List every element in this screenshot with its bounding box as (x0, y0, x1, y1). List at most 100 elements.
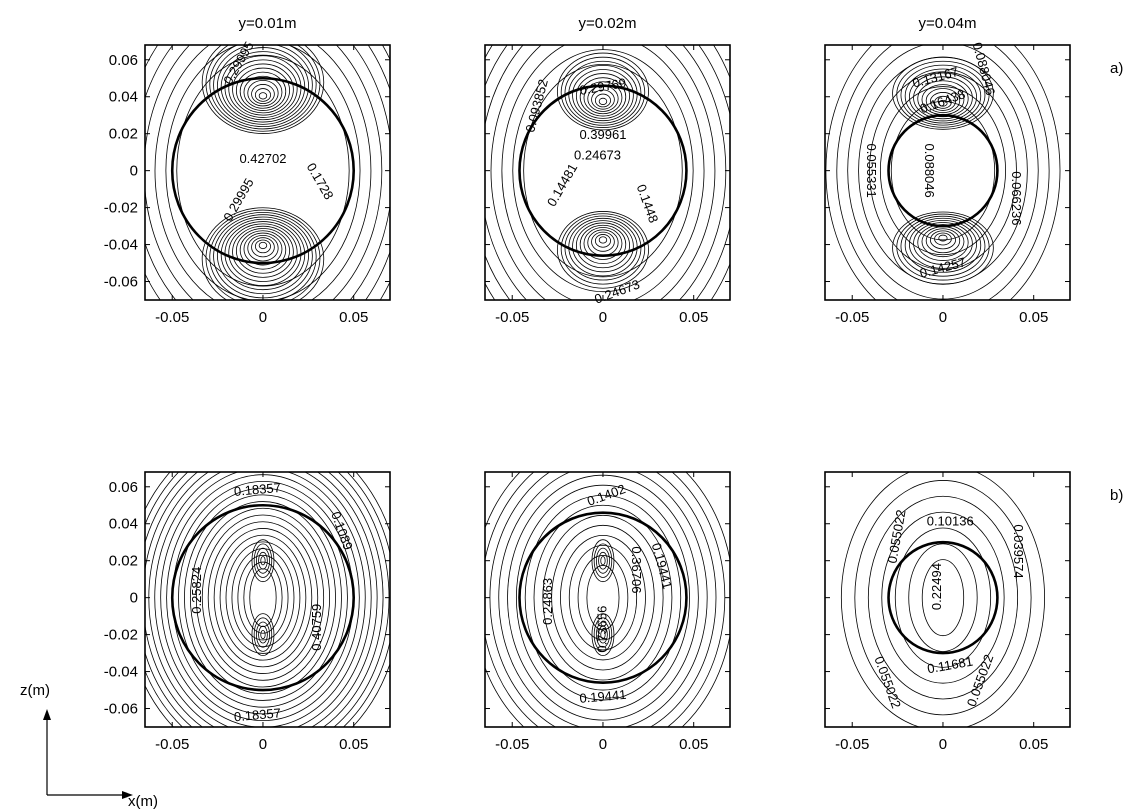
column-title-2: y=0.02m (579, 15, 637, 32)
y-tick-label: 0.02 (109, 553, 138, 570)
contour-line (598, 625, 608, 644)
contour-line (593, 543, 613, 578)
contour-line (583, 227, 623, 260)
y-tick-label: -0.04 (104, 237, 138, 254)
contour-line (201, 514, 325, 681)
contour-value-label: 0.39961 (579, 127, 626, 142)
contour-line (515, 484, 690, 711)
contour-line (591, 231, 615, 252)
contour-line (145, 45, 383, 300)
x-axis-arrow-head (122, 791, 133, 799)
contour-line (836, 45, 1050, 300)
contour-line (145, 472, 384, 727)
x-tick-label: 0 (599, 736, 607, 753)
contour-line (205, 209, 321, 300)
contour-line (560, 534, 646, 661)
contour-line (523, 64, 683, 278)
contour-line (178, 487, 348, 708)
x-tick-label: -0.05 (495, 309, 529, 326)
contour-line (568, 544, 638, 651)
y-tick-label: -0.06 (104, 701, 138, 718)
contour-line (921, 559, 965, 637)
contour-line (213, 45, 313, 128)
contour-line (908, 543, 978, 652)
contour-line (184, 494, 342, 701)
source-circle (518, 84, 688, 257)
source-circle (887, 540, 999, 655)
contour-line (260, 556, 266, 566)
y-tick-label: 0 (130, 590, 138, 607)
contour-line (595, 621, 610, 648)
contour-line (586, 565, 620, 631)
contour-line (894, 527, 992, 668)
y-tick-label: 0.06 (109, 52, 138, 69)
contour-line (913, 222, 973, 265)
contour-line (485, 472, 726, 727)
axis-indicator: z(m) x(m) (20, 682, 158, 810)
contour-line (595, 547, 610, 574)
contour-value-label: 0.73656 (594, 606, 609, 653)
contour-line (251, 539, 275, 583)
contour-line (572, 69, 634, 122)
contour-line (205, 45, 321, 132)
contour-line (917, 224, 969, 261)
x-tick-label: 0.05 (339, 309, 368, 326)
contour-line (228, 223, 298, 282)
contour-value-label: 0.25824 (189, 567, 204, 614)
contour-line (598, 551, 608, 570)
contour-line (925, 228, 961, 254)
x-tick-label: -0.05 (835, 309, 869, 326)
y-tick-label: -0.02 (104, 627, 138, 644)
contour-line (524, 494, 682, 701)
contour-line (600, 630, 606, 640)
contour-line (560, 213, 646, 285)
contour-line (854, 480, 1032, 716)
contour-line (577, 555, 629, 641)
contour-value-label: 0.10136 (927, 513, 974, 528)
contour-line (593, 617, 613, 652)
row-label-a: a) (1110, 60, 1123, 77)
x-tick-label: -0.05 (495, 736, 529, 753)
contour-line (255, 621, 270, 648)
contour-value-label: 0.24673 (574, 147, 621, 162)
source-circle (518, 511, 688, 684)
contour-line (533, 504, 673, 691)
contour-line (258, 92, 268, 100)
contour-line (247, 79, 279, 107)
contour-line (243, 232, 283, 266)
contour-line (938, 99, 948, 107)
contour-line (235, 228, 290, 274)
contour-line (564, 215, 642, 281)
contour-line (925, 88, 961, 113)
column-title-1: y=0.01m (239, 15, 297, 32)
contour-value-label: 0.088046 (922, 144, 937, 198)
contour-line (575, 73, 630, 119)
contour-line (600, 556, 606, 566)
contour-line (867, 495, 1019, 700)
contour-line (879, 86, 1006, 256)
contour-line (154, 45, 372, 300)
contour-line (542, 514, 664, 681)
x-axis-label: x(m) (128, 793, 158, 810)
contour-line (228, 59, 298, 118)
contour-line (900, 64, 986, 126)
contour-line (929, 92, 956, 111)
contour-line (258, 625, 268, 644)
contour-group (485, 472, 730, 727)
contour-line (251, 84, 275, 105)
contour-value-label: 0.066236 (1009, 171, 1024, 225)
contour-line (207, 521, 319, 674)
contour-line (209, 45, 317, 130)
x-tick-label: 0 (259, 736, 267, 753)
contour-line (556, 52, 649, 131)
contour-line (213, 528, 313, 668)
contour-line (220, 51, 306, 123)
x-tick-label: 0.05 (1019, 309, 1048, 326)
contour-line (209, 211, 317, 300)
x-tick-label: -0.05 (155, 309, 189, 326)
contour-value-label: 0.24863 (540, 578, 555, 625)
contour-line (232, 225, 294, 278)
contour-line (176, 54, 350, 287)
contour-line (598, 97, 608, 105)
